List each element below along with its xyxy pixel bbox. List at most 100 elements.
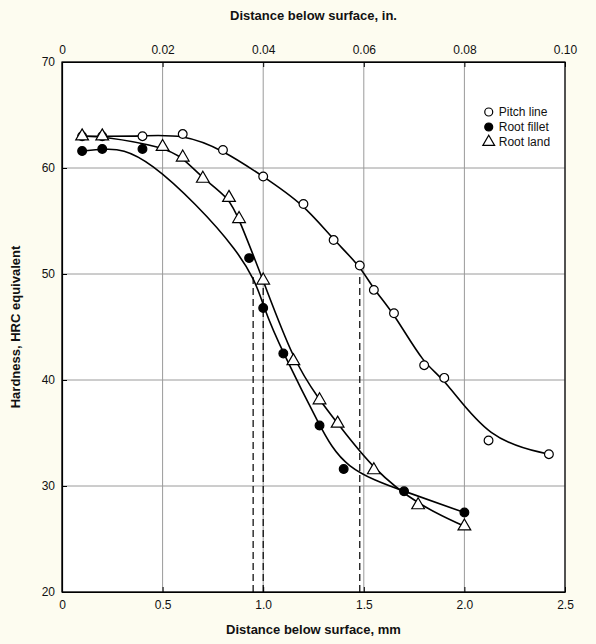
tick-label: 2.0 — [457, 598, 474, 612]
grid-line-y — [62, 168, 565, 169]
data-point — [369, 286, 378, 295]
data-point — [458, 519, 471, 530]
grid-line-y — [62, 486, 565, 487]
data-point — [196, 171, 209, 182]
tick: 0.5 — [155, 587, 172, 612]
tick-mark — [62, 380, 67, 381]
legend-label: Root land — [499, 135, 550, 149]
data-point — [460, 508, 469, 517]
legend-marker — [483, 135, 495, 145]
tick-label: 1.0 — [255, 598, 272, 612]
tick: 50 — [42, 267, 67, 281]
tick-mark — [163, 62, 164, 67]
grid-line-y — [62, 274, 565, 275]
x2-axis-title: Distance below surface, in. — [230, 8, 397, 23]
tick: 70 — [42, 55, 67, 69]
reference-line — [359, 274, 360, 592]
y-axis-title: Hardness, HRC equivalent — [8, 245, 23, 408]
legend: Pitch lineRoot filletRoot land — [483, 105, 550, 149]
data-point — [138, 145, 147, 154]
data-point — [245, 254, 254, 263]
tick-label: 0 — [59, 43, 66, 57]
tick: 20 — [42, 585, 67, 599]
data-point — [299, 200, 308, 209]
data-point — [96, 129, 109, 140]
tick: 40 — [42, 373, 67, 387]
tick-label: 70 — [42, 55, 56, 69]
tick: 0.04 — [252, 43, 276, 67]
tick-label: 20 — [42, 585, 56, 599]
legend-label: Root fillet — [499, 120, 550, 134]
series-line — [82, 149, 464, 512]
reference-line — [253, 274, 254, 592]
plot-area — [62, 62, 565, 592]
legend-item: Pitch line — [485, 105, 548, 119]
tick: 60 — [42, 161, 67, 175]
data-point — [440, 374, 449, 383]
data-point — [315, 421, 324, 430]
data-point — [98, 145, 107, 154]
tick-mark — [263, 62, 264, 67]
background — [0, 0, 596, 644]
chart: 0 0.5 1.0 1.5 2.0 2.5 0 0.02 0.04 0.06 0.08 0.10 20 3… — [0, 0, 596, 644]
grid-line-y — [62, 380, 565, 381]
series-line — [82, 136, 464, 526]
grid-line-x — [263, 62, 264, 592]
data-point — [339, 465, 348, 474]
tick-label: 40 — [42, 373, 56, 387]
tick: 1.0 — [255, 587, 272, 612]
tick-label: 1.5 — [356, 598, 373, 612]
tick-mark — [163, 587, 164, 592]
data-point — [484, 436, 493, 445]
axis-line — [62, 63, 63, 593]
tick-mark — [62, 62, 67, 63]
legend-item: Root fillet — [485, 120, 550, 134]
data-point — [368, 463, 381, 474]
tick-label: 30 — [42, 479, 56, 493]
data-point — [176, 150, 189, 161]
tick-label: 0.08 — [453, 43, 477, 57]
marks — [76, 129, 554, 592]
data-point — [259, 172, 268, 181]
tick: 0.10 — [554, 43, 578, 67]
data-point — [138, 132, 147, 141]
tick-label: 0.02 — [151, 43, 175, 57]
tick: 1.5 — [356, 587, 373, 612]
legend-marker — [485, 123, 493, 131]
tick: 0.06 — [353, 43, 377, 67]
data-point — [390, 309, 399, 318]
tick-mark — [263, 587, 264, 592]
y-axis: 20 30 40 50 60 70 — [42, 55, 67, 599]
plot: 0 0.5 1.0 1.5 2.0 2.5 0 0.02 0.04 0.06 0.08 0.10 20 3… — [42, 43, 578, 612]
data-point — [331, 416, 344, 427]
legend-marker — [485, 108, 493, 116]
data-point — [259, 304, 268, 313]
data-point — [156, 139, 169, 150]
data-point — [257, 273, 270, 284]
tick-label: 0 — [59, 598, 66, 612]
tick: 2.5 — [557, 587, 574, 612]
tick-label: 60 — [42, 161, 56, 175]
x-axis: 0 0.5 1.0 1.5 2.0 2.5 — [59, 587, 574, 612]
data-point — [420, 361, 429, 370]
tick-mark — [565, 62, 566, 67]
legend-item: Root land — [483, 135, 550, 149]
series-line — [82, 135, 549, 454]
tick-mark — [464, 587, 465, 592]
data-point — [223, 190, 236, 201]
tick: 30 — [42, 479, 67, 493]
tick-mark — [62, 168, 67, 169]
tick-mark — [62, 274, 67, 275]
grid-line-x — [363, 62, 364, 592]
axis-line — [63, 592, 566, 593]
data-point — [279, 349, 288, 358]
tick-label: 0.5 — [155, 598, 172, 612]
data-point — [233, 212, 246, 223]
tick-label: 0.10 — [554, 43, 578, 57]
tick: 0.02 — [151, 43, 175, 67]
tick-label: 0.04 — [252, 43, 276, 57]
data-point — [545, 450, 554, 459]
tick-mark — [464, 62, 465, 67]
axis-line — [63, 62, 566, 63]
tick-mark — [565, 587, 566, 592]
